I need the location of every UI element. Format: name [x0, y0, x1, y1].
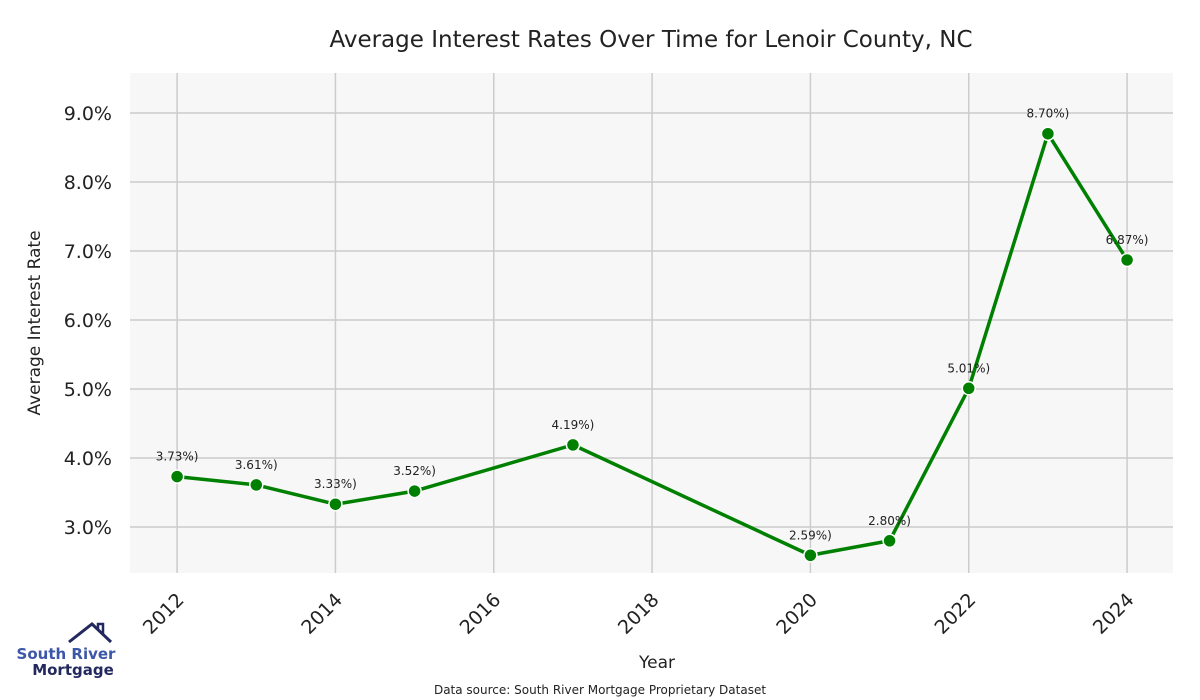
data-label: 2.59%) — [789, 528, 832, 542]
data-point — [961, 381, 977, 396]
y-tick-label: 3.0% — [64, 517, 112, 539]
x-axis-label: Year — [638, 653, 675, 673]
data-label: 4.19%) — [552, 418, 595, 432]
y-tick-label: 6.0% — [64, 310, 112, 332]
x-tick-label: 2016 — [456, 589, 506, 639]
data-point — [1119, 252, 1135, 268]
data-point — [882, 533, 897, 549]
data-point — [803, 548, 818, 563]
data-label: 3.52%) — [393, 464, 436, 478]
x-tick-label: 2024 — [1089, 589, 1139, 639]
x-tick-label: 2022 — [931, 589, 981, 639]
x-tick-label: 2014 — [297, 589, 347, 639]
data-source-note: Data source: South River Mortgage Propri… — [434, 683, 766, 697]
y-tick-label: 5.0% — [64, 379, 112, 401]
x-tick-label: 2012 — [139, 589, 189, 639]
x-tick-label: 2018 — [614, 589, 664, 639]
data-point — [565, 437, 581, 453]
data-label: 3.61%) — [235, 458, 278, 472]
data-label: 3.33%) — [314, 477, 357, 491]
y-axis-label: Average Interest Rate — [25, 230, 45, 415]
data-label: 6.87%) — [1106, 233, 1149, 247]
company-logo: South River Mortgage — [17, 622, 117, 679]
data-point — [169, 469, 185, 484]
data-label: 8.70%) — [1027, 107, 1070, 121]
data-label: 3.73%) — [156, 450, 199, 464]
series-line — [176, 131, 1129, 558]
data-label: 5.01%) — [947, 361, 990, 375]
y-tick-label: 8.0% — [64, 172, 112, 194]
data-point — [1040, 126, 1056, 141]
x-tick-label: 2020 — [772, 589, 822, 639]
house-roof-icon — [68, 622, 113, 644]
chart-title: Average Interest Rates Over Time for Len… — [329, 27, 972, 53]
logo-text-line1: South River — [17, 645, 117, 663]
data-point — [249, 477, 264, 493]
y-tick-label: 4.0% — [64, 448, 112, 470]
data-point — [328, 496, 343, 512]
y-tick-label: 9.0% — [64, 103, 112, 125]
chimney-icon — [96, 622, 105, 635]
data-point — [407, 483, 422, 499]
data-label: 2.80%) — [868, 514, 911, 528]
logo-text-line2: Mortgage — [32, 661, 114, 679]
y-tick-label: 7.0% — [64, 241, 112, 263]
